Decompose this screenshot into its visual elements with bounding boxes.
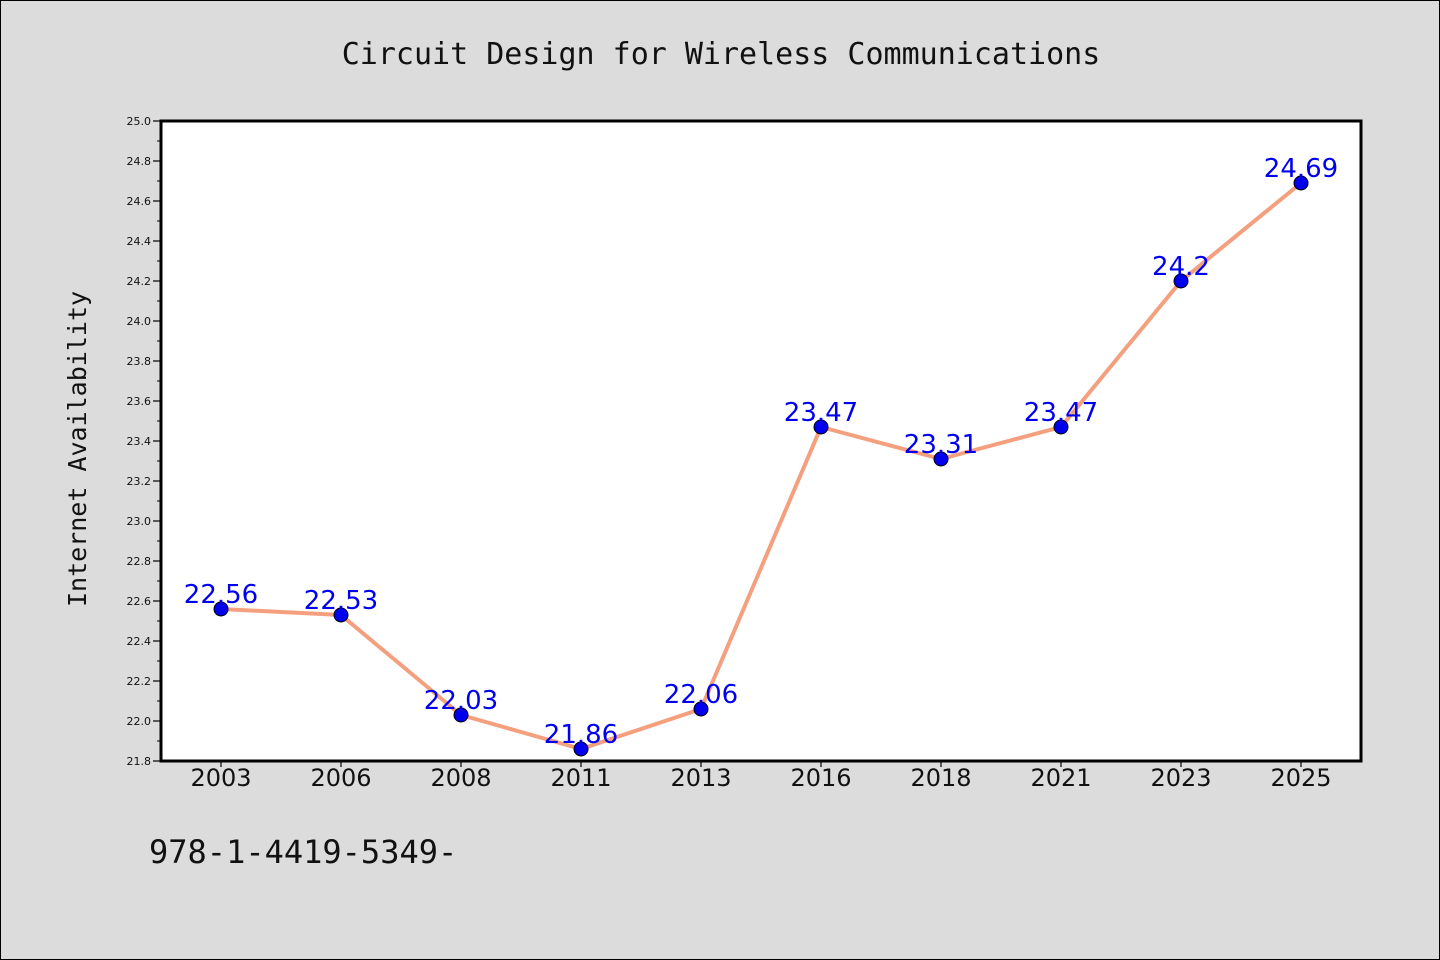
data-label: 23.47 bbox=[1024, 398, 1098, 428]
y-tick-label: 22.2 bbox=[127, 675, 152, 688]
x-tick-label: 2016 bbox=[790, 764, 851, 792]
plot-border bbox=[159, 119, 1363, 763]
data-label: 23.47 bbox=[784, 398, 858, 428]
x-tick-label: 2011 bbox=[550, 764, 611, 792]
x-tick-label: 2013 bbox=[670, 764, 731, 792]
y-tick-label: 24.8 bbox=[127, 155, 152, 168]
y-tick-label: 24.6 bbox=[127, 195, 152, 208]
data-label: 22.53 bbox=[304, 586, 378, 616]
y-tick-label: 23.0 bbox=[127, 515, 152, 528]
y-tick-label: 22.8 bbox=[127, 555, 152, 568]
y-tick-label: 23.6 bbox=[127, 395, 152, 408]
plot-area bbox=[161, 121, 1361, 761]
data-label: 22.03 bbox=[424, 686, 498, 716]
data-label: 22.56 bbox=[184, 580, 258, 610]
x-tick-label: 2008 bbox=[430, 764, 491, 792]
y-tick-label: 22.0 bbox=[127, 715, 152, 728]
data-point bbox=[213, 601, 229, 617]
data-point bbox=[573, 741, 589, 757]
data-point bbox=[1293, 175, 1309, 191]
y-tick-label: 24.4 bbox=[127, 235, 152, 248]
data-series bbox=[213, 175, 1309, 757]
y-tick-label: 25.0 bbox=[127, 115, 152, 128]
y-tick-label: 24.0 bbox=[127, 315, 152, 328]
y-tick-label: 22.4 bbox=[127, 635, 152, 648]
chart-title: Circuit Design for Wireless Communicatio… bbox=[342, 37, 1101, 72]
data-labels: 22.56 22.53 22.03 21.86 22.06 23.47 23.31 23.47… bbox=[184, 154, 1338, 750]
data-label: 23.31 bbox=[904, 430, 978, 460]
x-tick-label: 2018 bbox=[910, 764, 971, 792]
y-tick-label: 24.2 bbox=[127, 275, 152, 288]
data-label: 24.69 bbox=[1264, 154, 1338, 184]
y-tick-label: 23.8 bbox=[127, 355, 152, 368]
y-tick-label: 23.2 bbox=[127, 475, 152, 488]
data-point bbox=[693, 701, 709, 717]
x-tick-label: 2021 bbox=[1030, 764, 1091, 792]
x-axis: 2003 2006 2008 2011 2013 2016 2018 2021 2023 2025 bbox=[190, 761, 1332, 792]
data-point bbox=[1053, 419, 1069, 435]
y-tick-label: 23.4 bbox=[127, 435, 152, 448]
y-axis-label: Internet Availability bbox=[63, 291, 92, 607]
data-label: 24.2 bbox=[1152, 252, 1210, 282]
x-tick-label: 2003 bbox=[190, 764, 251, 792]
x-tick-label: 2006 bbox=[310, 764, 371, 792]
series-line bbox=[220, 181, 1303, 751]
data-point bbox=[453, 707, 469, 723]
y-axis: 21.8 22.0 22.2 22.4 22.6 22.8 23.0 23.2 23.4 23.6… bbox=[127, 115, 161, 768]
y-tick-label: 22.6 bbox=[127, 595, 152, 608]
y-tick-label: 21.8 bbox=[127, 755, 152, 768]
data-point bbox=[333, 607, 349, 623]
footnote-text: 978-1-4419-5349- bbox=[149, 833, 458, 871]
data-point bbox=[1173, 273, 1189, 289]
x-tick-label: 2023 bbox=[1150, 764, 1211, 792]
data-point bbox=[813, 419, 829, 435]
data-label: 21.86 bbox=[544, 720, 618, 750]
data-point bbox=[933, 451, 949, 467]
x-tick-label: 2025 bbox=[1270, 764, 1331, 792]
data-label: 22.06 bbox=[664, 680, 738, 710]
